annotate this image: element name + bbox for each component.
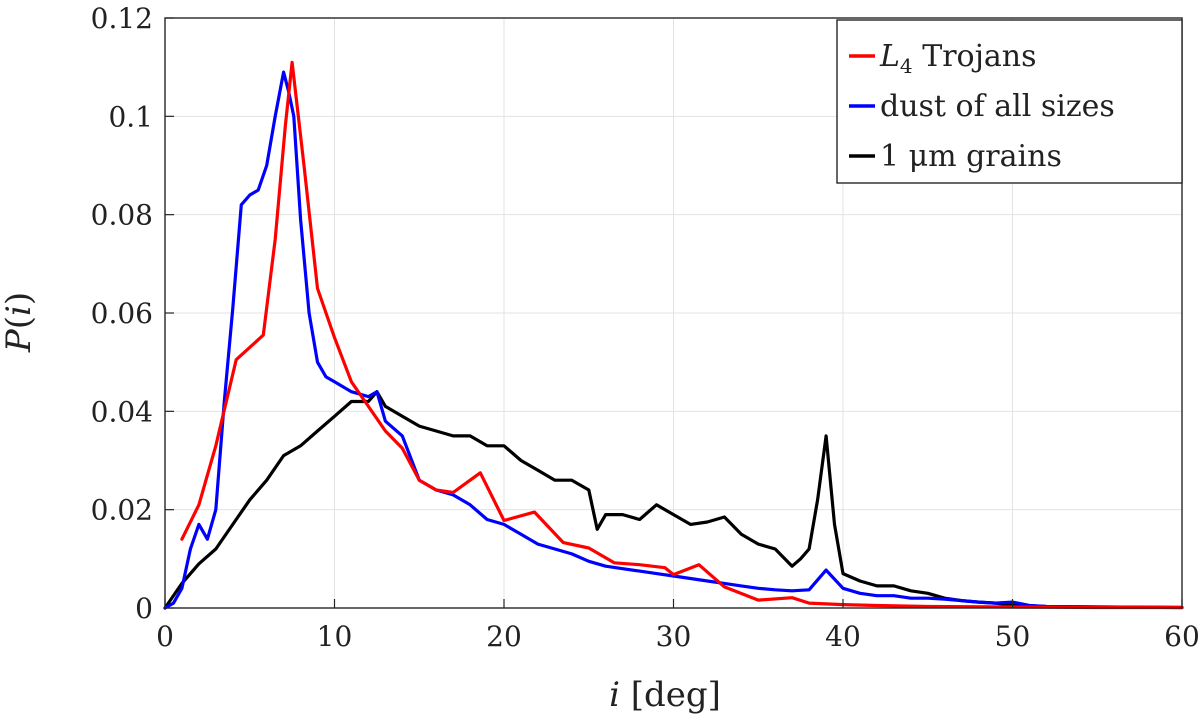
y-tick-label: 0.08: [91, 199, 153, 232]
legend-trojans-symbol: L: [879, 39, 900, 74]
y-axis-label: P(i): [0, 292, 39, 353]
legend-label-grains: 1 μm grains: [880, 139, 1062, 174]
x-tick-label: 0: [156, 620, 174, 653]
data-lines: [163, 60, 1184, 610]
axis-ticks: 0 10 20 30 40 50 60 0 0.02 0.04 0.06 0.08 0.1 0.12: [91, 2, 1200, 653]
x-tick-label: 10: [317, 620, 353, 653]
x-tick-label: 30: [656, 620, 692, 653]
legend: L4 Trojans dust of all sizes 1 μm grains: [836, 19, 1183, 184]
legend-label-trojans: L4 Trojans: [879, 39, 1037, 78]
legend-box: [836, 19, 1183, 184]
legend-trojans-subscript: 4: [900, 54, 913, 78]
x-tick-label: 40: [825, 620, 861, 653]
series-line-dust: [163, 70, 1184, 610]
y-tick-label: 0.02: [91, 494, 153, 527]
series-line-trojans: [180, 60, 1184, 610]
x-tick-label: 60: [1164, 620, 1200, 653]
y-tick-label: 0.04: [91, 395, 153, 428]
y-tick-label: 0.12: [91, 2, 153, 35]
x-tick-label: 20: [486, 620, 522, 653]
legend-trojans-text: Trojans: [913, 39, 1037, 74]
x-tick-label: 50: [995, 620, 1031, 653]
x-axis-label: i [deg]: [609, 675, 721, 715]
y-tick-label: 0.06: [91, 297, 153, 330]
y-tick-label: 0: [135, 592, 153, 625]
series-line-grains: [163, 390, 1184, 610]
y-tick-label: 0.1: [108, 100, 153, 133]
legend-label-dust: dust of all sizes: [880, 89, 1115, 124]
